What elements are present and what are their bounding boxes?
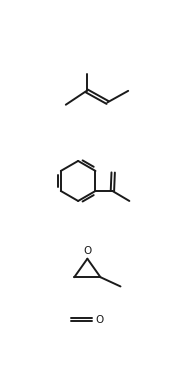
- Text: O: O: [95, 315, 103, 325]
- Text: O: O: [83, 246, 91, 256]
